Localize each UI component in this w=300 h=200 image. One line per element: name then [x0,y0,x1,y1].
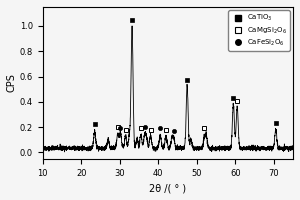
Y-axis label: CPS: CPS [7,73,17,92]
X-axis label: 2θ /( ° ): 2θ /( ° ) [149,183,186,193]
Legend: CaTiO$_3$, CaMgSi$_2$O$_6$, CaFeSi$_2$O$_6$: CaTiO$_3$, CaMgSi$_2$O$_6$, CaFeSi$_2$O$… [228,10,290,51]
